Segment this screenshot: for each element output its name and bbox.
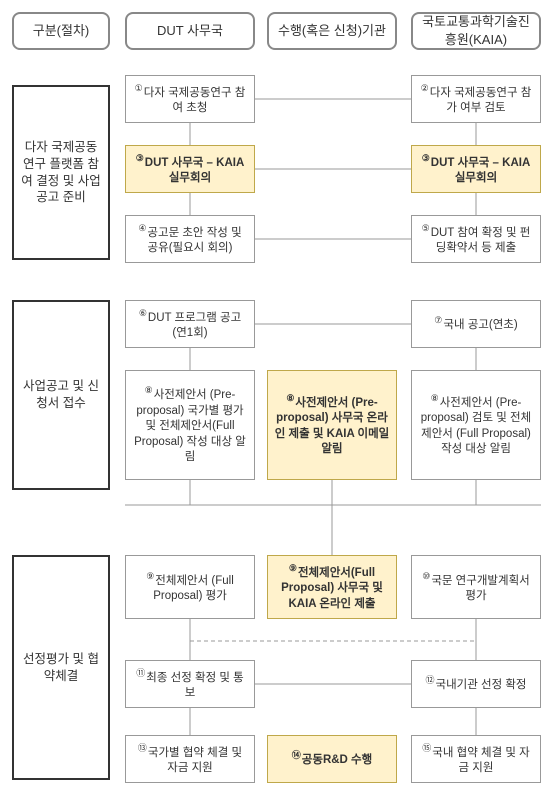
node-n3b: ③DUT 사무국 – KAIA 실무회의 — [411, 145, 541, 193]
node-n12: ⑫국내기관 선정 확정 — [411, 660, 541, 708]
node-sup: ⑧ — [145, 385, 153, 395]
node-n10: ⑩국문 연구개발계획서 평가 — [411, 555, 541, 619]
node-label: 사전제안서 (Pre-proposal) 국가별 평가 및 전체제안서(Full… — [134, 389, 246, 463]
node-sup: ⑨ — [146, 571, 154, 581]
node-n9b: ⑨전체제안서(Full Proposal) 사무국 및 KAIA 온라인 제출 — [267, 555, 397, 619]
node-text: ③DUT 사무국 – KAIA 실무회의 — [132, 152, 248, 187]
node-sup: ③ — [136, 153, 144, 163]
node-n6: ⑥DUT 프로그램 공고(연1회) — [125, 300, 255, 348]
node-label: 공고문 초안 작성 및 공유(필요시 회의) — [147, 226, 241, 254]
side-s1: 다자 국제공동연구 플랫폼 참여 결정 및 사업공고 준비 — [12, 85, 110, 260]
node-text: ⑧사전제안서 (Pre-proposal) 검토 및 전체제안서 (Full P… — [418, 392, 534, 458]
node-label: DUT 사무국 – KAIA 실무회의 — [145, 156, 244, 184]
header-h3: 국토교통과학기술진흥원(KAIA) — [411, 12, 541, 50]
node-label: 국문 연구개발계획서 평가 — [431, 574, 529, 602]
node-sup: ⑥ — [139, 308, 147, 318]
node-n8c: ⑧사전제안서 (Pre-proposal) 검토 및 전체제안서 (Full P… — [411, 370, 541, 480]
node-label: 사전제안서 (Pre-proposal) 사무국 온라인 제출 및 KAIA 이… — [275, 397, 390, 456]
node-text: ⑩국문 연구개발계획서 평가 — [418, 570, 534, 605]
node-text: ⑪최종 선정 확정 및 통보 — [132, 667, 248, 702]
node-sup: ⑮ — [422, 743, 431, 753]
node-label: 전체제안서 (Full Proposal) 평가 — [153, 574, 234, 602]
side-s3: 선정평가 및 협약체결 — [12, 555, 110, 780]
node-n4: ④공고문 초안 작성 및 공유(필요시 회의) — [125, 215, 255, 263]
node-sup: ⑬ — [138, 743, 147, 753]
node-n15: ⑮국내 협약 체결 및 자금 지원 — [411, 735, 541, 783]
node-n8a: ⑧사전제안서 (Pre-proposal) 국가별 평가 및 전체제안서(Ful… — [125, 370, 255, 480]
node-n13: ⑬국가별 협약 체결 및 자금 지원 — [125, 735, 255, 783]
node-n5: ⑤DUT 참여 확정 및 펀딩확약서 등 제출 — [411, 215, 541, 263]
node-sup: ② — [421, 83, 429, 93]
node-label: DUT 참여 확정 및 펀딩확약서 등 제출 — [431, 226, 531, 254]
node-label: 사전제안서 (Pre-proposal) 검토 및 전체제안서 (Full Pr… — [421, 397, 531, 456]
node-label: 최종 선정 확정 및 통보 — [146, 671, 243, 699]
side-s2: 사업공고 및 신청서 접수 — [12, 300, 110, 490]
node-text: ②다자 국제공동연구 참가 여부 검토 — [418, 82, 534, 117]
node-n9a: ⑨전체제안서 (Full Proposal) 평가 — [125, 555, 255, 619]
node-n3a: ③DUT 사무국 – KAIA 실무회의 — [125, 145, 255, 193]
node-label: 다자 국제공동연구 참여 초청 — [144, 86, 246, 114]
node-n11: ⑪최종 선정 확정 및 통보 — [125, 660, 255, 708]
node-text: ⑧사전제안서 (Pre-proposal) 국가별 평가 및 전체제안서(Ful… — [132, 384, 248, 465]
header-label: DUT 사무국 — [157, 22, 223, 40]
node-label: 공동R&D 수행 — [302, 754, 372, 766]
node-n7: ⑦국내 공고(연초) — [411, 300, 541, 348]
node-n8b: ⑧사전제안서 (Pre-proposal) 사무국 온라인 제출 및 KAIA … — [267, 370, 397, 480]
node-text: ④공고문 초안 작성 및 공유(필요시 회의) — [132, 222, 248, 257]
node-text: ⑬국가별 협약 체결 및 자금 지원 — [132, 742, 248, 777]
header-h2: 수행(혹은 신청)기관 — [267, 12, 397, 50]
node-text: ③DUT 사무국 – KAIA 실무회의 — [418, 152, 534, 187]
header-h1: DUT 사무국 — [125, 12, 255, 50]
side-label: 사업공고 및 신청서 접수 — [20, 378, 102, 412]
node-text: ①다자 국제공동연구 참여 초청 — [132, 82, 248, 117]
node-sup: ⑧ — [286, 393, 294, 403]
header-h0: 구분(절차) — [12, 12, 110, 50]
header-label: 수행(혹은 신청)기관 — [278, 22, 386, 40]
node-label: 다자 국제공동연구 참가 여부 검토 — [430, 86, 532, 114]
node-sup: ⑩ — [422, 571, 430, 581]
node-n14: ⑭공동R&D 수행 — [267, 735, 397, 783]
header-label: 국토교통과학기술진흥원(KAIA) — [419, 13, 533, 48]
header-label: 구분(절차) — [33, 22, 90, 40]
node-text: ⑥DUT 프로그램 공고(연1회) — [132, 307, 248, 342]
node-label: 전체제안서(Full Proposal) 사무국 및 KAIA 온라인 제출 — [281, 567, 383, 610]
node-text: ⑨전체제안서(Full Proposal) 사무국 및 KAIA 온라인 제출 — [274, 562, 390, 612]
node-label: 국내 공고(연초) — [443, 319, 517, 331]
node-n1: ①다자 국제공동연구 참여 초청 — [125, 75, 255, 123]
node-text: ⑫국내기관 선정 확정 — [425, 674, 526, 693]
node-label: 국내기관 선정 확정 — [435, 679, 526, 691]
side-label: 다자 국제공동연구 플랫폼 참여 결정 및 사업공고 준비 — [20, 139, 102, 207]
node-sup: ⑭ — [292, 750, 301, 760]
node-sup: ⑫ — [425, 675, 434, 685]
flowchart-container: 구분(절차) DUT 사무국 수행(혹은 신청)기관 국토교통과학기술진흥원(KAIA… — [0, 0, 556, 803]
node-label: 국내 협약 체결 및 자금 지원 — [432, 746, 529, 774]
node-sup: ⑨ — [289, 563, 297, 573]
node-label: DUT 프로그램 공고(연1회) — [148, 311, 241, 339]
node-text: ⑦국내 공고(연초) — [434, 314, 517, 333]
node-sup: ① — [135, 83, 143, 93]
side-label: 선정평가 및 협약체결 — [20, 651, 102, 685]
node-label: DUT 사무국 – KAIA 실무회의 — [431, 156, 530, 184]
node-sup: ③ — [422, 153, 430, 163]
node-n2: ②다자 국제공동연구 참가 여부 검토 — [411, 75, 541, 123]
node-sup: ⑪ — [136, 668, 145, 678]
node-sup: ⑧ — [431, 393, 439, 403]
node-sup: ⑤ — [422, 223, 430, 233]
node-text: ⑭공동R&D 수행 — [292, 749, 372, 768]
node-sup: ④ — [138, 223, 146, 233]
node-text: ⑤DUT 참여 확정 및 펀딩확약서 등 제출 — [418, 222, 534, 257]
node-label: 국가별 협약 체결 및 자금 지원 — [148, 746, 242, 774]
node-text: ⑧사전제안서 (Pre-proposal) 사무국 온라인 제출 및 KAIA … — [274, 392, 390, 458]
node-text: ⑨전체제안서 (Full Proposal) 평가 — [132, 570, 248, 605]
node-text: ⑮국내 협약 체결 및 자금 지원 — [418, 742, 534, 777]
node-sup: ⑦ — [434, 315, 442, 325]
